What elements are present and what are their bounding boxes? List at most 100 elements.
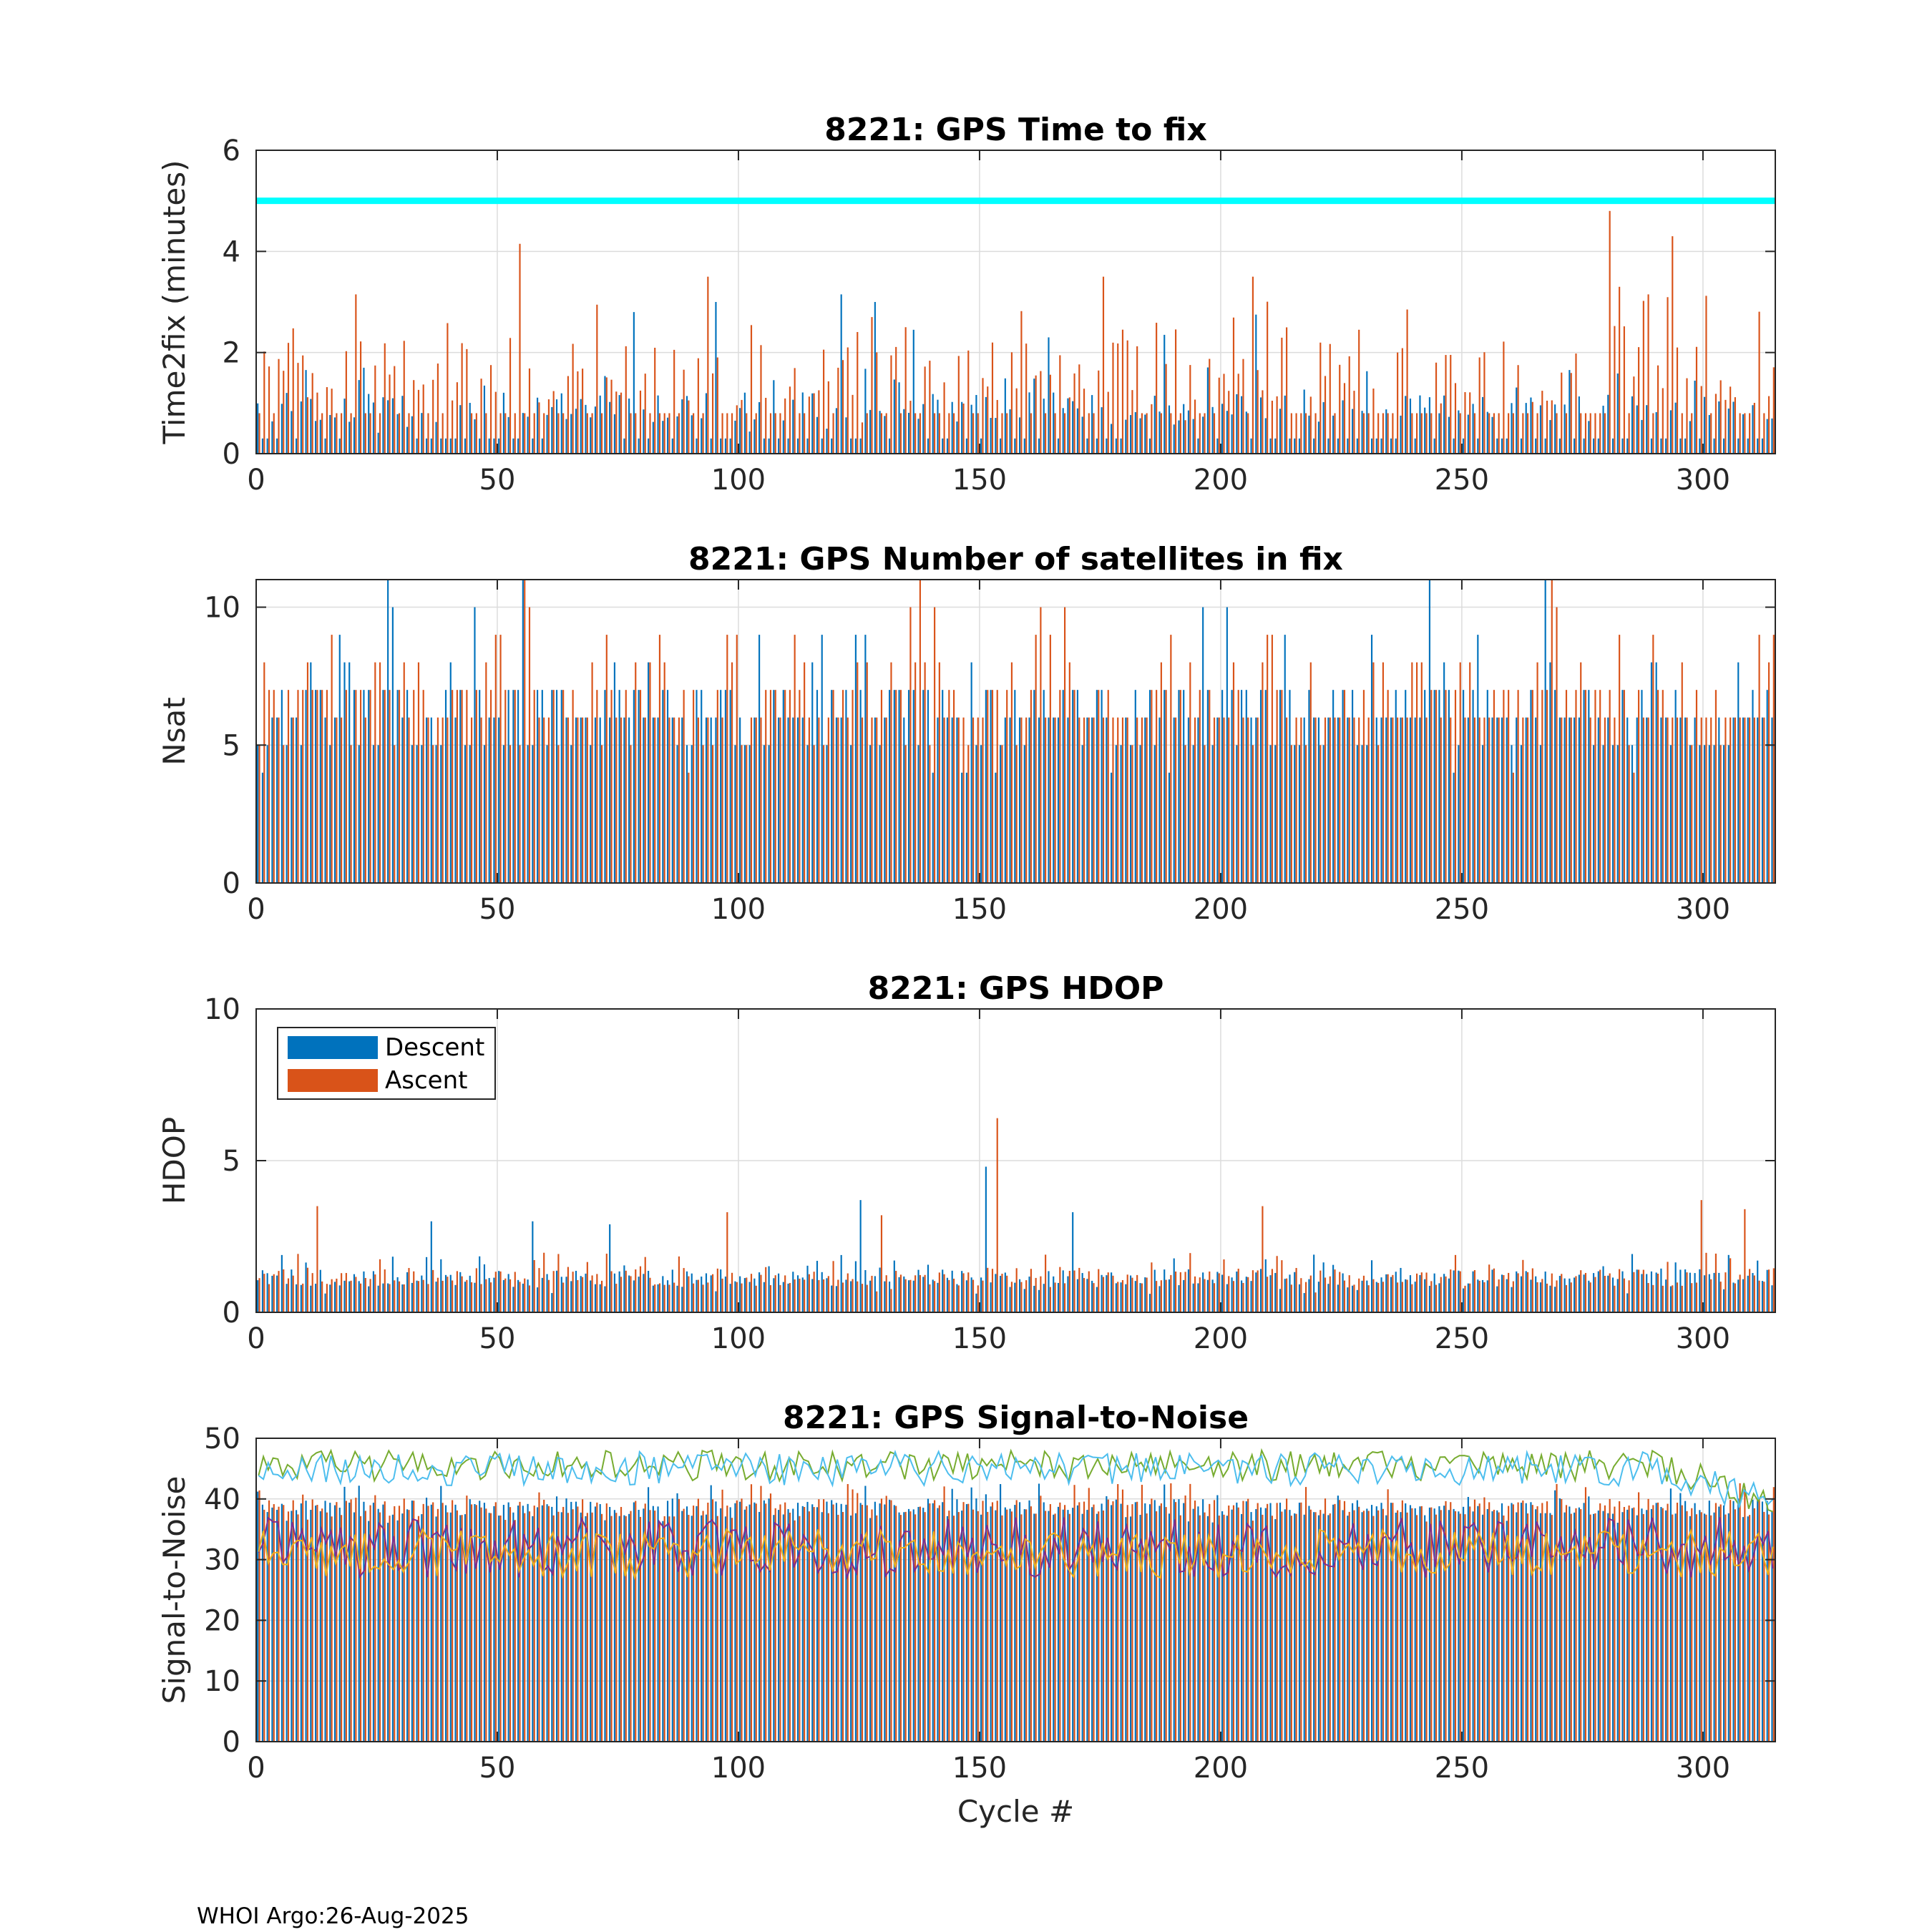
bar <box>1714 394 1717 454</box>
bar <box>1286 1498 1288 1742</box>
bar <box>671 1498 673 1742</box>
bar <box>1038 438 1040 454</box>
bar <box>1146 1513 1148 1742</box>
bar <box>1718 1272 1720 1312</box>
bar <box>1049 374 1051 454</box>
bar <box>471 1504 473 1742</box>
bar <box>1168 772 1171 883</box>
bar <box>874 302 876 454</box>
bar <box>879 411 881 454</box>
bar <box>1463 1506 1465 1742</box>
bar <box>1440 403 1442 454</box>
bar <box>509 745 512 883</box>
bar <box>1221 1274 1224 1312</box>
bar <box>1570 717 1572 883</box>
bar <box>1040 1276 1042 1312</box>
bar <box>1295 1513 1297 1742</box>
bar <box>394 1280 396 1312</box>
bar <box>1454 1511 1457 1742</box>
bar <box>1411 1508 1413 1742</box>
bar <box>1400 1267 1402 1312</box>
bar <box>1621 690 1624 883</box>
bar <box>382 1283 384 1312</box>
bar <box>1160 1503 1162 1742</box>
bar <box>384 690 386 883</box>
bar <box>841 690 844 883</box>
bar <box>403 1284 405 1312</box>
bar <box>268 690 270 883</box>
bar <box>753 1278 756 1312</box>
x-tick-label: 150 <box>952 893 1007 926</box>
bar <box>1194 1501 1196 1742</box>
bar <box>1202 416 1204 454</box>
bar <box>1294 438 1296 454</box>
bar <box>1578 1507 1580 1742</box>
bar <box>739 717 741 883</box>
bar <box>1141 413 1143 454</box>
bar <box>1004 378 1006 454</box>
bar <box>864 369 867 454</box>
bar <box>1580 1270 1582 1312</box>
bar <box>474 1282 476 1312</box>
bar <box>398 1506 401 1742</box>
bar <box>1300 717 1302 883</box>
bar <box>1377 413 1380 454</box>
bar <box>1767 1269 1770 1312</box>
bar <box>363 1271 365 1312</box>
bar <box>1539 745 1542 883</box>
bar <box>1101 690 1103 883</box>
bar <box>291 1269 293 1312</box>
bar <box>1106 717 1108 883</box>
bar <box>789 1282 791 1312</box>
bar <box>609 717 611 883</box>
bar <box>729 1507 731 1742</box>
bar <box>416 438 418 454</box>
bar <box>310 662 312 883</box>
bar <box>585 1273 587 1312</box>
bar <box>996 1501 998 1742</box>
bar <box>741 399 743 454</box>
bar <box>1694 1503 1696 1742</box>
bar <box>258 745 260 883</box>
bar <box>1705 1252 1707 1312</box>
bar <box>1337 1284 1339 1312</box>
bar <box>857 1281 859 1312</box>
bar <box>1650 662 1653 883</box>
bar <box>654 1284 656 1312</box>
bar <box>977 1285 979 1312</box>
bar <box>769 690 772 883</box>
bar <box>729 690 731 883</box>
bar <box>1068 1513 1070 1742</box>
bar <box>967 745 970 883</box>
bar <box>1592 1273 1595 1312</box>
bar <box>1599 413 1601 454</box>
bar <box>507 416 509 454</box>
bar <box>1187 1521 1190 1742</box>
bar <box>1501 438 1503 454</box>
bar <box>1038 1289 1040 1312</box>
bar <box>1761 438 1764 454</box>
bar <box>310 1285 312 1312</box>
bar <box>995 1510 997 1742</box>
bar <box>1356 1289 1358 1312</box>
bar <box>1314 413 1317 454</box>
bar <box>1583 690 1585 883</box>
bar <box>1262 1206 1264 1312</box>
bar <box>987 690 989 883</box>
bar <box>1028 1500 1030 1742</box>
bar <box>1763 717 1765 883</box>
bar <box>683 690 685 883</box>
bar <box>1753 1275 1755 1312</box>
bar <box>1353 1510 1355 1742</box>
bar <box>422 1279 424 1312</box>
bar <box>1493 413 1495 454</box>
bar <box>336 717 338 883</box>
bar <box>494 635 497 883</box>
bar <box>1732 1282 1735 1312</box>
bar <box>769 413 772 454</box>
bar <box>1342 400 1344 454</box>
bar <box>823 1499 825 1742</box>
bar <box>466 690 468 883</box>
bar <box>1134 1502 1136 1742</box>
bar <box>306 397 309 454</box>
